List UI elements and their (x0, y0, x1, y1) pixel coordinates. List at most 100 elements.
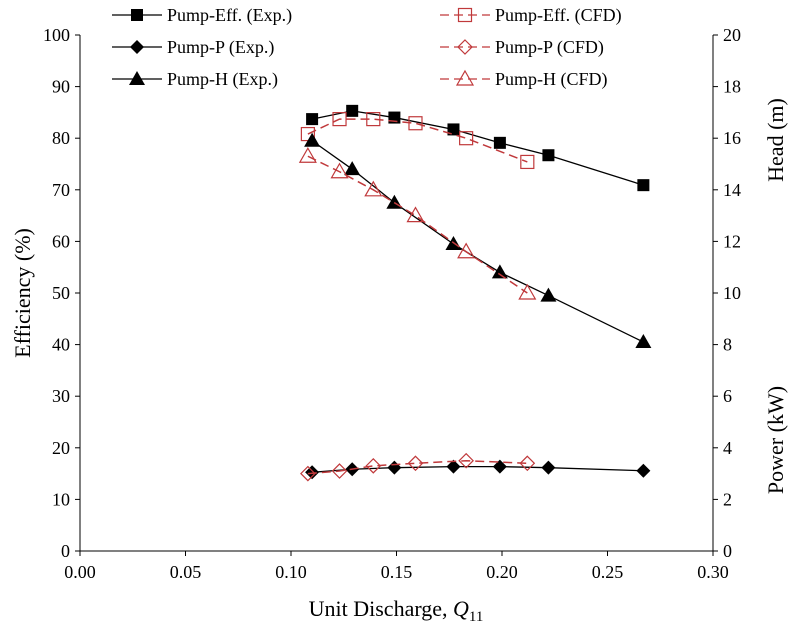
data-point (458, 452, 474, 469)
y-right-tick-label: 18 (723, 77, 741, 97)
data-point (540, 287, 557, 302)
legend-item: Pump-H (Exp.) (112, 69, 278, 90)
x-axis-label-subscript: 11 (469, 609, 483, 625)
data-point (365, 458, 382, 474)
legend-marker (129, 71, 145, 85)
data-point (457, 242, 476, 259)
legend-label: Pump-Eff. (Exp.) (167, 5, 292, 26)
legend-label: Pump-Eff. (CFD) (495, 5, 622, 26)
y-left-tick-label: 80 (52, 128, 70, 148)
y-left-tick-label: 60 (52, 231, 70, 251)
y-left-tick-label: 30 (52, 386, 70, 406)
x-tick-label: 0.00 (64, 562, 96, 582)
y-left-tick-label: 90 (52, 77, 70, 97)
y-right-tick-label: 16 (723, 128, 741, 148)
legend-item: Pump-Eff. (CFD) (440, 5, 622, 26)
y-right-tick-label: 10 (723, 283, 741, 303)
legend-marker (457, 39, 473, 55)
legend-item: Pump-H (CFD) (440, 69, 608, 90)
y-left-tick-label: 0 (61, 541, 70, 561)
data-point (306, 113, 319, 126)
data-point (408, 116, 423, 131)
y-right-tick-label: 8 (723, 335, 732, 355)
y-left-tick-label: 40 (52, 335, 70, 355)
data-point (406, 206, 425, 223)
series-line (307, 155, 528, 294)
y-right-tick-label: 6 (723, 386, 732, 406)
x-axis-label-symbol: Q (453, 596, 469, 621)
y-right-tick-label: 0 (723, 541, 732, 561)
x-tick-label: 0.30 (697, 562, 729, 582)
series-line (311, 140, 644, 343)
y-right-tick-label: 2 (723, 489, 732, 509)
legend-marker (457, 7, 473, 23)
y-left-label: Efficiency (%) (10, 228, 35, 358)
data-point (304, 132, 321, 147)
data-point (344, 161, 361, 176)
x-tick-label: 0.05 (170, 562, 202, 582)
data-point (446, 459, 461, 474)
x-tick-label: 0.20 (486, 562, 518, 582)
legend-marker (455, 69, 475, 86)
x-axis-label: Unit Discharge, Q11 (309, 596, 484, 625)
y-right-tick-label: 14 (723, 180, 741, 200)
data-point (542, 149, 555, 162)
data-point (519, 455, 536, 472)
data-point (330, 162, 349, 179)
data-point (407, 455, 424, 472)
data-point (493, 136, 506, 149)
legend-item: Pump-P (Exp.) (112, 37, 274, 58)
legend-item: Pump-Eff. (Exp.) (112, 5, 292, 26)
y-left-tick-label: 100 (43, 25, 70, 45)
y-left-tick-label: 10 (52, 489, 70, 509)
legend-marker (131, 9, 143, 21)
data-point (305, 465, 320, 480)
data-point (332, 112, 347, 127)
x-tick-label: 0.10 (275, 562, 307, 582)
data-point (492, 459, 507, 474)
y-right-head-label: Head (m) (763, 98, 788, 182)
legend-label: Pump-H (Exp.) (167, 69, 278, 90)
data-point (459, 131, 474, 146)
y-left-tick-label: 20 (52, 438, 70, 458)
y-right-power-label: Power (kW) (763, 386, 788, 494)
data-point (346, 104, 359, 117)
data-point (366, 112, 381, 127)
data-point (447, 123, 460, 136)
series-pump-p-cfd- (300, 452, 536, 482)
legend-label: Pump-H (CFD) (495, 69, 608, 90)
data-point (637, 179, 650, 192)
data-point (364, 180, 383, 197)
y-left-tick-label: 70 (52, 180, 70, 200)
series-line (307, 118, 528, 163)
y-right-tick-label: 20 (723, 25, 741, 45)
series-pump-eff-cfd- (300, 112, 535, 170)
y-right-tick-label: 4 (723, 438, 732, 458)
x-axis-label-text: Unit Discharge, (309, 596, 453, 621)
plot-area (298, 104, 652, 482)
data-point (636, 463, 651, 478)
legend-label: Pump-P (Exp.) (167, 37, 274, 58)
x-tick-label: 0.15 (381, 562, 413, 582)
data-point (387, 460, 402, 475)
series-line (312, 465, 644, 473)
data-point (298, 147, 317, 163)
series-pump-h-exp- (304, 132, 652, 349)
data-point (491, 264, 508, 279)
series-line (307, 459, 528, 475)
data-point (635, 334, 652, 349)
y-right-tick-label: 12 (723, 231, 741, 251)
series-pump-h-cfd- (298, 147, 537, 300)
data-point (518, 283, 537, 300)
legend-marker (130, 40, 144, 54)
axes: 0.00 0.05 0.10 0.15 0.20 0.25 0.30010203040506… (43, 25, 741, 582)
legend-item: Pump-P (CFD) (440, 37, 604, 58)
data-point (331, 463, 348, 479)
data-point (520, 154, 535, 170)
series-pump-p-exp- (305, 459, 651, 480)
x-tick-label: 0.25 (592, 562, 624, 582)
data-point (300, 465, 316, 482)
series-line (311, 110, 644, 186)
y-left-tick-label: 50 (52, 283, 70, 303)
